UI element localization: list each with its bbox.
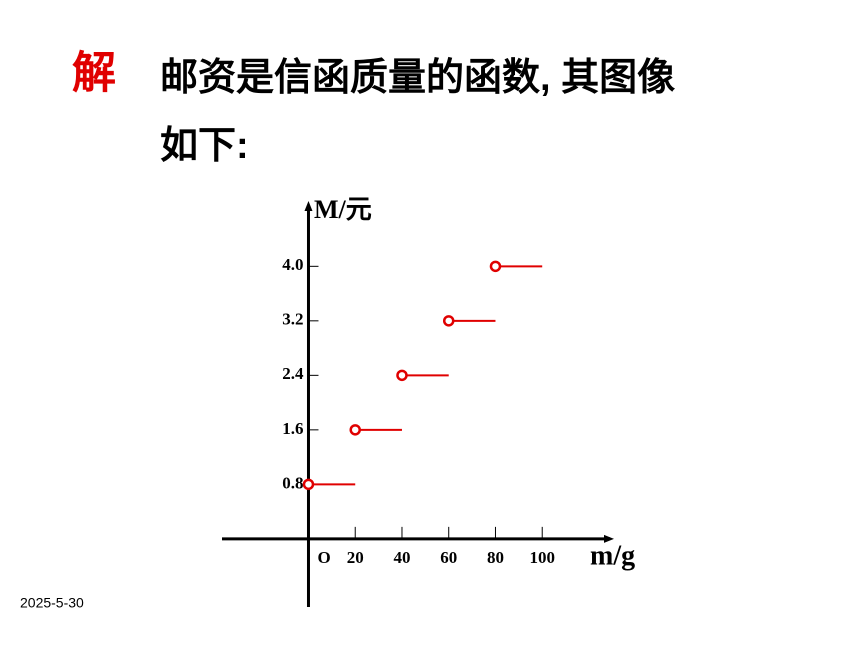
open-endpoint bbox=[396, 369, 408, 382]
y-axis-arrow bbox=[304, 201, 313, 211]
y-tick-label: 3.2 bbox=[282, 310, 303, 329]
text-line: 邮资是信函质量的函数, 其图像 bbox=[160, 57, 675, 99]
solution-label: 解 bbox=[72, 49, 116, 98]
open-endpoint bbox=[442, 315, 455, 327]
x-tick-label: 60 bbox=[440, 548, 457, 567]
origin-label: O bbox=[317, 548, 330, 567]
x-tick-label: 40 bbox=[393, 548, 410, 567]
x-tick-label: 20 bbox=[347, 548, 364, 567]
date: 2025-5-30 bbox=[20, 595, 84, 611]
x-tick-label: 100 bbox=[529, 548, 555, 567]
open-endpoint bbox=[349, 424, 361, 436]
x-axis-arrow bbox=[604, 534, 614, 543]
text-line: 如下: bbox=[160, 125, 249, 167]
y-tick-label: 2.4 bbox=[282, 364, 304, 383]
y-axis-label: M/元 bbox=[314, 195, 372, 224]
y-tick-label: 1.6 bbox=[282, 419, 303, 438]
x-tick-label: 80 bbox=[487, 548, 504, 567]
open-endpoint bbox=[489, 260, 502, 273]
y-tick-label: 4.0 bbox=[282, 255, 303, 274]
open-endpoint bbox=[302, 478, 315, 491]
y-tick-label: 0.8 bbox=[282, 473, 303, 492]
x-axis-label: m/g bbox=[590, 540, 635, 571]
